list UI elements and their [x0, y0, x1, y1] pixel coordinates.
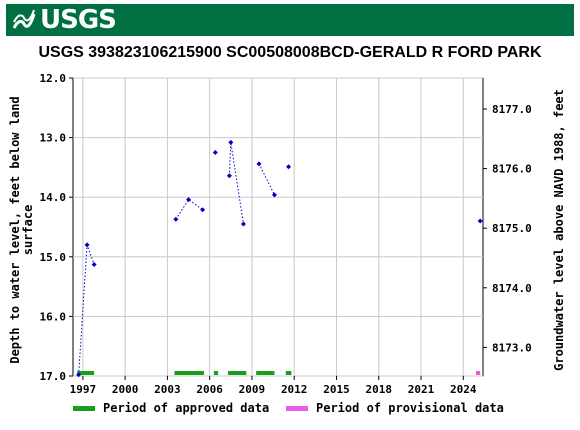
data-point	[91, 262, 97, 268]
approved-period-bar	[174, 371, 205, 375]
legend-provisional: Period of provisional data	[286, 401, 504, 415]
chart-title: USGS 393823106215900 SC00508008BCD-GERAL…	[38, 44, 542, 61]
data-point	[186, 197, 192, 203]
legend-approved-swatch	[73, 405, 95, 411]
data-point	[477, 218, 483, 224]
legend-provisional-label: Period of provisional data	[316, 401, 504, 415]
y-tick-label: 17.0	[40, 370, 67, 383]
series-line	[258, 163, 275, 196]
approved-period-bar	[285, 371, 292, 375]
data-point	[256, 161, 262, 167]
y-axis-label-line1: Depth to water level, feet below land	[8, 96, 22, 363]
legend-provisional-swatch	[286, 405, 308, 411]
data-point	[271, 192, 277, 198]
series-line	[228, 142, 244, 225]
provisional-period-bar	[475, 371, 481, 375]
series-line	[175, 198, 203, 220]
y2-tick-label: 8174.0	[492, 282, 532, 295]
usgs-logo[interactable]: USGS	[12, 5, 117, 35]
y-tick-label: 13.0	[40, 132, 67, 145]
usgs-logo-text: USGS	[40, 5, 117, 35]
y2-axis-label: Groundwater level above NAVD 1988, feet	[552, 89, 566, 371]
y-axis-right: 8177.0 8176.0 8175.0 8174.0 8173.0	[483, 103, 532, 354]
x-tick-label: 2006	[196, 383, 223, 396]
approved-period-bar	[77, 371, 95, 375]
data-point	[226, 173, 232, 179]
x-axis: 1997 2000 2003 2006 2009 2012 2015 2018 2021 2024	[70, 376, 477, 396]
y2-tick-label: 8173.0	[492, 341, 532, 354]
y2-tick-label: 8175.0	[492, 222, 532, 235]
legend-approved-label: Period of approved data	[103, 401, 270, 415]
x-tick-label: 2021	[408, 383, 435, 396]
x-tick-label: 2018	[365, 383, 392, 396]
y-tick-label: 14.0	[40, 191, 67, 204]
y-axis-left: 12.0 13.0 14.0 15.0 16.0 17.0	[40, 72, 73, 383]
approved-period-bar	[256, 371, 275, 375]
usgs-wave-icon	[12, 9, 36, 29]
x-tick-label: 1997	[70, 383, 97, 396]
data-point	[76, 372, 82, 378]
y-tick-label: 15.0	[40, 251, 67, 264]
data-point	[240, 221, 246, 227]
data-point	[212, 150, 218, 155]
data-point	[84, 242, 90, 248]
y2-tick-label: 8176.0	[492, 163, 532, 176]
x-tick-label: 2009	[239, 383, 266, 396]
legend-approved: Period of approved data	[73, 401, 269, 415]
series-line	[78, 244, 95, 375]
data-point	[228, 139, 234, 145]
y2-tick-label: 8177.0	[492, 103, 532, 116]
data-point	[173, 216, 179, 222]
data-series	[76, 139, 483, 378]
x-tick-label: 2000	[112, 383, 139, 396]
data-point	[200, 207, 206, 213]
x-tick-label: 2003	[154, 383, 181, 396]
y-tick-label: 12.0	[40, 72, 67, 85]
y-tick-label: 16.0	[40, 310, 67, 323]
usgs-banner: USGS	[6, 4, 574, 36]
approved-period-bar	[227, 371, 247, 375]
x-tick-label: 2012	[281, 383, 308, 396]
x-tick-label: 2024	[450, 383, 477, 396]
y-axis-label-line2: surface	[21, 205, 35, 256]
period-bars	[77, 371, 481, 375]
grid	[73, 77, 483, 377]
data-point	[286, 164, 292, 170]
approved-period-bar	[213, 371, 219, 375]
x-tick-label: 2015	[323, 383, 350, 396]
